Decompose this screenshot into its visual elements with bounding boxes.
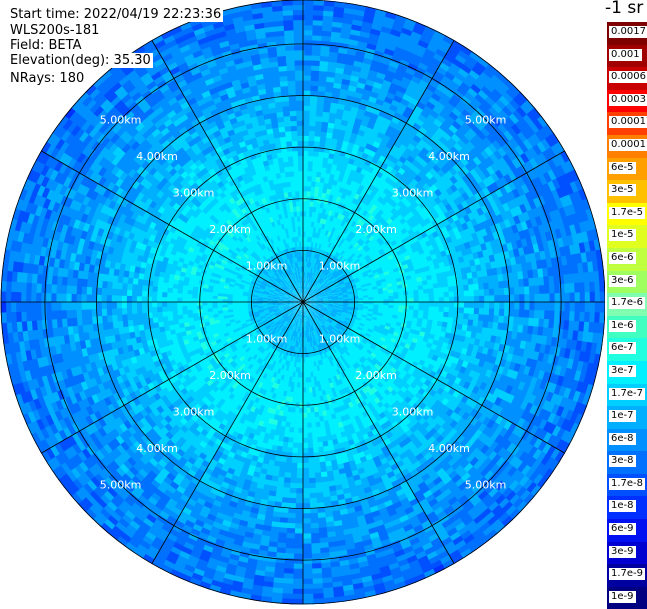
range-gate-cell [534,302,540,312]
range-gate-cell [303,55,313,61]
range-gate-cell [303,40,314,46]
range-gate-cell [544,302,550,312]
range-gate-cell [303,90,312,96]
range-gate-cell [303,25,314,31]
range-gate-cell [303,60,313,66]
range-gate-cell [303,15,315,21]
range-gate-cell [303,5,315,11]
range-gate-cell [303,80,312,86]
range-gate-cell [595,302,601,314]
range-gate-cell [539,285,545,295]
range-gate-cell [489,289,495,297]
range-gate-cell [303,85,312,91]
range-gate-cell [549,284,555,294]
range-gate-cell [303,20,314,26]
range-gate-cell [303,0,315,5]
range-gate-cell [303,30,314,36]
range-gate-cell [549,302,555,312]
range-gate-cell [459,291,465,298]
range-gate-cell [303,105,311,111]
range-gate-cell [555,302,561,312]
range-gate-cell [565,302,571,313]
range-gate-cell [559,284,565,295]
range-gate-cell [519,287,525,296]
range-gate-cell [474,290,480,297]
range-gate-cell [539,302,545,312]
range-gate-cell [509,302,515,311]
range-gate-cell [303,65,313,71]
range-gate-cell [580,302,586,313]
range-gate-cell [464,290,470,297]
range-gate-cell [519,302,525,311]
range-gate-cell [444,292,450,298]
range-gate-cell [529,286,535,296]
range-gate-cell [574,283,580,294]
range-gate-cell [494,302,500,310]
range-gate-cell [499,302,505,310]
range-gate-cell [560,302,566,313]
range-gate-cell [590,302,596,314]
range-gate-cell [585,302,591,314]
range-gate-cell [424,293,430,298]
range-gate-cell [479,289,485,297]
range-gate-cell [303,50,313,56]
range-gate-cell [570,302,576,313]
range-gate-cell [303,35,314,41]
range-gate-cell [514,287,520,296]
range-gate-cell [303,10,315,16]
range-gate-cell [494,288,500,296]
range-gate-cell [579,282,585,294]
range-gate-cell [303,100,311,106]
range-gate-cell [529,302,535,311]
range-gate-cell [509,287,515,296]
range-gate-cell [514,302,520,311]
range-gate-cell [303,45,313,51]
range-gate-cell [600,302,605,314]
range-gate-cell [564,283,570,294]
range-gate-cell [554,284,560,294]
range-gate-cell [303,70,312,76]
range-gate-cell [575,302,581,313]
range-gate-cell [439,292,445,298]
range-gate-cell [484,289,490,297]
range-gate-cell [499,288,505,296]
range-gate-cell [534,286,540,296]
range-gate-cell [544,285,550,295]
range-gate-cell [524,286,530,295]
